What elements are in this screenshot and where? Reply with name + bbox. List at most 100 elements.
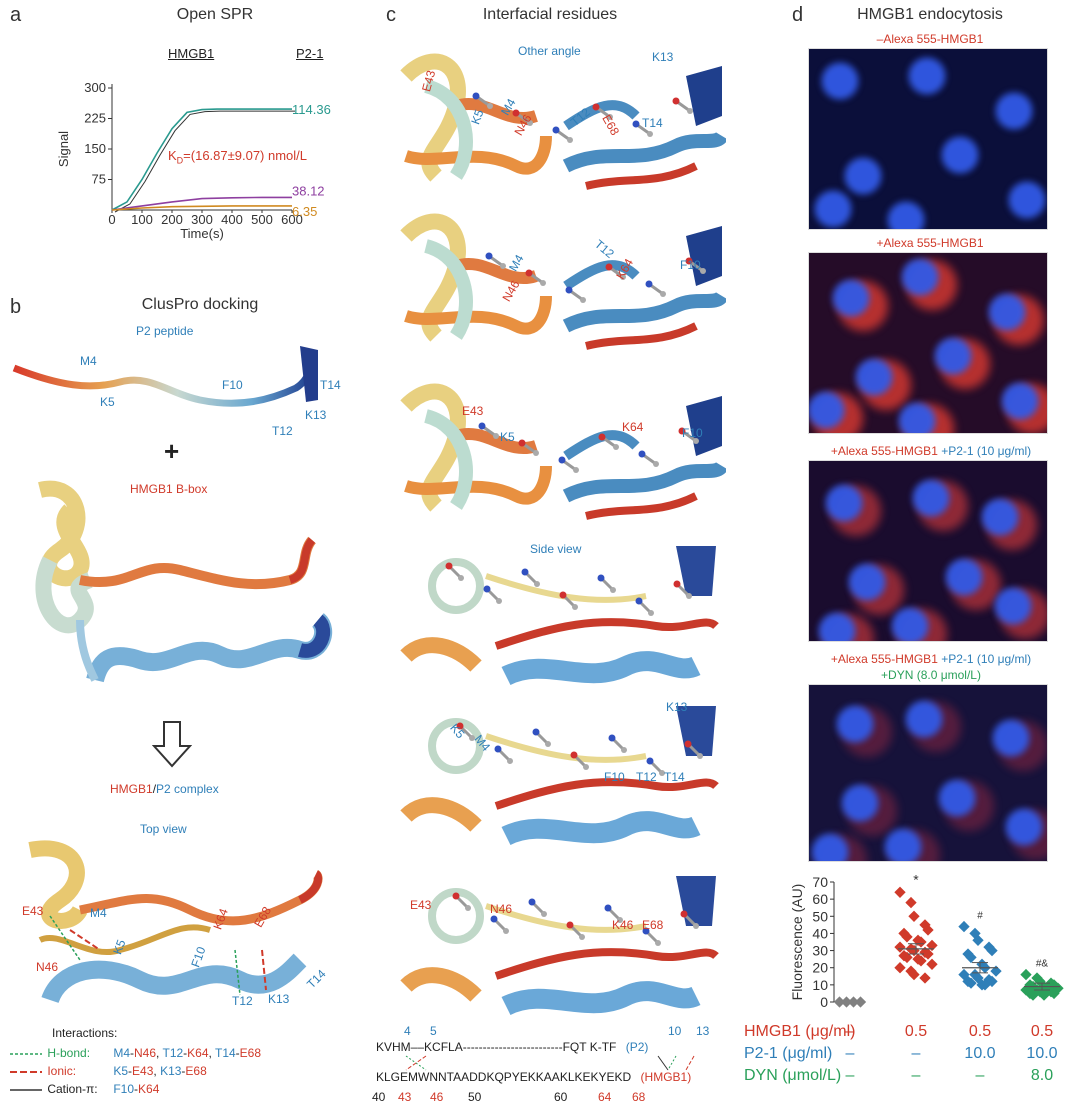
c1-k13: K13 (652, 50, 674, 64)
atom (493, 433, 499, 439)
atom (642, 927, 650, 935)
data-point (1027, 989, 1039, 1001)
spr-x-tick-label: 400 (221, 212, 243, 227)
cell-nucleus (905, 54, 949, 98)
condition-value: 8.0 (1031, 1067, 1053, 1084)
res-t14-peptide: T14 (320, 378, 341, 392)
img3-label: +Alexa 555-HMGB1 +P2-1 (10 μg/ml) (830, 444, 1032, 458)
ribbon-blue-helix (501, 981, 701, 1016)
res-t12-peptide: T12 (272, 424, 293, 438)
c2-f10: F10 (680, 258, 701, 272)
ribbon-red (585, 492, 698, 520)
ribbon-blue-helix (501, 811, 701, 846)
atom (572, 604, 578, 610)
cell-nucleus (833, 702, 877, 746)
cell-nucleus (838, 781, 882, 825)
c3-k5: K5 (500, 430, 515, 444)
down-arrow-icon (152, 721, 192, 768)
micrograph-control (808, 48, 1048, 230)
condition-row-label: P2-1 (μg/ml) (744, 1045, 832, 1062)
atom (592, 103, 600, 111)
atom (617, 917, 623, 923)
atom (458, 575, 464, 581)
condition-row-label: HMGB1 (μg/ml) (744, 1023, 855, 1040)
data-point (958, 920, 970, 933)
condition-value: – (846, 1045, 855, 1062)
data-point (919, 972, 931, 984)
atom (580, 297, 586, 303)
ribbon-dark (676, 876, 716, 926)
atom (565, 286, 573, 294)
atom (579, 934, 585, 940)
sc-y-tick-label: 30 (812, 943, 828, 959)
res-m4-peptide: M4 (80, 354, 97, 368)
atom (496, 598, 502, 604)
condition-value: 0.5 (969, 1023, 991, 1040)
plus-sign: + (164, 436, 180, 466)
c6-k46: K46 (612, 918, 634, 932)
p2-peptide-label: P2 peptide (136, 324, 194, 338)
ribbon-blue-helix (501, 651, 701, 686)
cell-nucleus (818, 59, 862, 103)
atom (620, 274, 626, 280)
cell-nucleus (809, 388, 848, 432)
img4-label-dyn: +DYN (8.0 μmol/L) (881, 668, 981, 682)
ribbon-red (585, 162, 698, 190)
seq-nums-top: 4 5 10 13 (404, 1024, 710, 1038)
atom (528, 898, 536, 906)
atom (552, 126, 560, 134)
ribbon-peptide (485, 733, 647, 763)
cell-nucleus (845, 560, 889, 604)
spr-series-line (111, 108, 292, 211)
atom (673, 580, 681, 588)
ribbon-cyan (423, 239, 473, 340)
atom (693, 923, 699, 929)
spr-x-tick-label: 300 (191, 212, 213, 227)
atom (686, 593, 692, 599)
condition-value: – (976, 1067, 985, 1084)
cation-legend: Cation-π: F10-K64 (10, 1082, 160, 1096)
atom (645, 280, 653, 288)
atom (653, 461, 659, 467)
ribbon-red (494, 778, 719, 810)
data-point (894, 962, 906, 974)
atom (597, 574, 605, 582)
ribbon-helix-end (428, 718, 484, 774)
interactions-title: Interactions: (52, 1026, 118, 1040)
ribbon-blue (562, 461, 726, 503)
atom (697, 753, 703, 759)
c3-f10: F10 (682, 426, 703, 440)
atom (566, 921, 574, 929)
ribbon-red (494, 618, 719, 650)
panel-letter-d: d (792, 4, 804, 26)
atom (452, 892, 460, 900)
c3-k64: K64 (622, 420, 644, 434)
c6-e43: E43 (410, 898, 432, 912)
legend-hmgb1: HMGB1 (168, 46, 215, 61)
c5-k13: K13 (666, 700, 688, 714)
res-e43-complex: E43 (22, 904, 44, 918)
interface-structures (400, 53, 726, 1016)
atom (604, 904, 612, 912)
atom (518, 439, 526, 447)
c5-t12: T12 (636, 770, 657, 784)
atom (483, 585, 491, 593)
atom (485, 252, 493, 260)
sc-y-tick-label: 20 (812, 960, 828, 976)
atom (678, 427, 686, 435)
condition-value: – (912, 1067, 921, 1084)
sc-y-tick-label: 60 (812, 891, 828, 907)
atom (503, 928, 509, 934)
spr-end-label: 6.35 (292, 204, 317, 219)
res-m4-complex: M4 (90, 906, 107, 920)
spr-y-tick-label: 150 (84, 141, 106, 156)
c6-n46: N46 (490, 902, 513, 916)
spr-x-tick-label: 0 (108, 212, 115, 227)
atom (540, 280, 546, 286)
atom (608, 734, 616, 742)
res-t12-complex: T12 (232, 994, 253, 1008)
cell-nucleus (815, 609, 859, 641)
other-angle-label: Other angle (518, 44, 581, 58)
data-point (908, 910, 920, 922)
img2-label: +Alexa 555-HMGB1 (876, 236, 984, 250)
